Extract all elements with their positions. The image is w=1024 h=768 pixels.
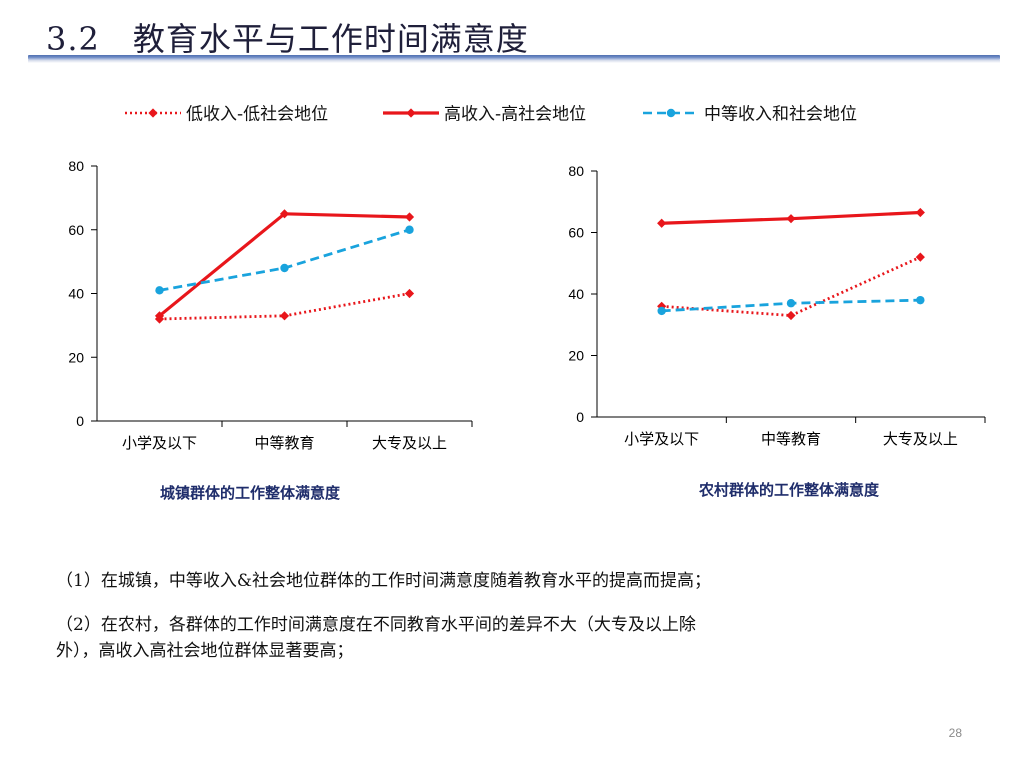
urban-ytick-label: 80 [68,158,84,174]
urban-data-point-3 [280,263,289,273]
rural-series-line-1 [661,255,921,317]
rural-data-point-2 [915,207,925,218]
urban-category-label: 小学及以下 [122,434,197,452]
rural-data-point-3 [657,306,666,316]
rural-data-point-2 [657,218,667,228]
urban-series-line-3 [159,228,410,292]
note-2-line-2: 外），高收入高社会地位群体显著要高； [56,641,354,661]
rural-data-point-2 [786,214,796,224]
rural-data-point-1 [657,301,667,311]
title-underline [28,55,1000,60]
rural-data-point-3 [786,299,796,308]
urban-ytick-label: 40 [68,286,84,302]
rural-chart-caption: 农村群体的工作整体满意度 [699,481,880,499]
legend-label-2: 高收入-高社会地位 [444,105,586,125]
legend-marker-2 [406,108,416,118]
urban-category-label: 大专及以上 [372,434,447,452]
rural-ytick-label: 60 [568,225,584,241]
urban-data-point-1 [154,314,165,324]
urban-data-point-3 [405,225,414,234]
urban-ytick-label: 20 [68,349,84,365]
slide-title: 3.2 教育水平与工作时间满意度 [46,20,529,58]
urban-data-point-2 [404,212,415,222]
legend-marker-3 [666,108,676,118]
urban-category-label: 中等教育 [254,434,314,452]
rural-data-point-1 [786,310,796,321]
urban-ytick-label: 60 [68,222,84,238]
rural-ytick-label: 40 [568,286,584,302]
urban-data-point-2 [154,311,165,321]
note-1: （1）在城镇，中等收入&社会地位群体的工作时间满意度随着教育水平的提高而提高； [56,571,711,591]
legend-label-3: 中等收入和社会地位 [704,105,857,125]
rural-series-line-2 [661,210,921,225]
urban-data-point-1 [404,288,415,299]
urban-chart-caption: 城镇群体的工作整体满意度 [160,484,341,502]
urban-series-line-1 [159,292,410,321]
page-number: 28 [948,726,962,740]
urban-data-point-2 [279,209,290,219]
rural-data-point-1 [915,252,925,262]
urban-axes [96,166,472,422]
rural-ytick-label: 80 [568,163,584,179]
rural-data-point-3 [916,295,925,305]
urban-data-point-3 [155,286,164,295]
urban-data-point-1 [279,311,290,321]
rural-axes [596,171,985,418]
rural-category-label: 小学及以下 [624,430,699,448]
urban-series-line-2 [158,212,410,318]
chart-legend: 低收入-低社会地位 高收入-高社会地位 中等收入和社会地位 [125,105,857,125]
note-2-line-1: （2）在农村，各群体的工作时间满意度在不同教育水平间的差异不大（大专及以上除 [56,615,696,635]
legend-marker-1 [148,108,158,118]
rural-ytick-label: 0 [576,409,584,425]
title-underline-shadow [28,60,1000,63]
urban-ytick-label: 0 [76,413,84,429]
rural-category-label: 中等教育 [761,430,821,448]
rural-category-label: 大专及以上 [883,430,958,448]
rural-series-line-3 [661,298,921,313]
rural-ytick-label: 20 [568,348,584,364]
legend-label-1: 低收入-低社会地位 [186,105,328,125]
